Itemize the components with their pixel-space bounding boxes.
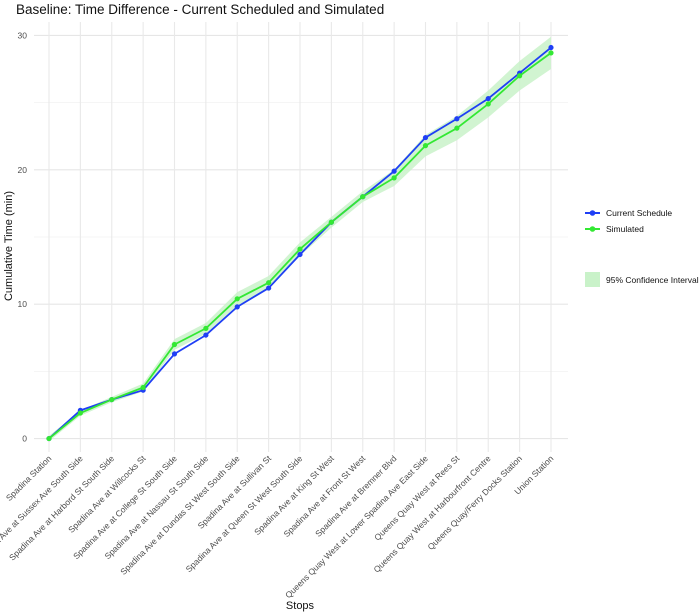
x-tick-label: Queens Quay West at Lower Spadina Ave Ea… bbox=[283, 453, 430, 600]
data-point-simulated bbox=[548, 50, 554, 56]
x-tick-label: Spadina Ave at Dundas St West South Side bbox=[118, 453, 242, 577]
legend: Current Schedule Simulated 95% Confidenc… bbox=[585, 208, 699, 287]
data-point-simulated bbox=[203, 325, 209, 331]
legend-confidence-swatch bbox=[585, 272, 600, 287]
y-tick-labels: 0 10 20 30 bbox=[18, 30, 28, 443]
data-point-simulated bbox=[360, 194, 366, 200]
grid bbox=[34, 22, 568, 452]
y-tick-label: 20 bbox=[18, 165, 28, 175]
chart-title: Baseline: Time Difference - Current Sche… bbox=[16, 2, 384, 17]
data-point-simulated bbox=[391, 175, 397, 181]
data-point-current-schedule bbox=[203, 332, 209, 338]
legend-simulated-marker bbox=[589, 226, 596, 232]
data-point-current-schedule bbox=[548, 44, 554, 51]
y-axis-title: Cumulative Time (min) bbox=[3, 191, 15, 301]
legend-confidence-label: 95% Confidence Interval bbox=[606, 275, 699, 285]
data-point-simulated bbox=[485, 101, 491, 107]
y-tick-label: 30 bbox=[18, 30, 28, 40]
data-point-current-schedule bbox=[234, 304, 240, 310]
data-point-simulated bbox=[140, 384, 146, 391]
x-tick-label: Queens Quay West at Harbourfront Centre bbox=[371, 453, 492, 574]
data-point-simulated bbox=[266, 280, 272, 286]
x-axis-title: Stops bbox=[286, 600, 315, 612]
data-point-simulated bbox=[328, 219, 334, 225]
y-tick-label: 0 bbox=[22, 434, 27, 444]
legend-current-schedule-label: Current Schedule bbox=[606, 208, 672, 218]
data-point-simulated bbox=[454, 125, 460, 131]
legend-current-schedule-marker bbox=[589, 210, 596, 216]
data-point-simulated bbox=[109, 396, 115, 403]
x-tick-label: Spadina Ave at Queen St West South Side bbox=[184, 453, 305, 574]
data-point-simulated bbox=[46, 435, 52, 442]
data-point-current-schedule bbox=[485, 95, 491, 102]
data-point-simulated bbox=[422, 143, 429, 149]
data-point-simulated bbox=[517, 73, 523, 79]
data-point-current-schedule bbox=[454, 116, 460, 122]
data-point-simulated bbox=[234, 296, 240, 302]
data-point-current-schedule bbox=[422, 134, 429, 141]
data-point-simulated bbox=[77, 410, 83, 416]
data-point-current-schedule bbox=[171, 351, 178, 357]
legend-simulated-label: Simulated bbox=[606, 224, 644, 234]
data-point-simulated bbox=[297, 246, 303, 252]
data-point-current-schedule bbox=[266, 285, 272, 291]
y-tick-label: 10 bbox=[18, 299, 28, 309]
data-point-simulated bbox=[171, 341, 178, 348]
data-point-current-schedule bbox=[297, 251, 303, 258]
series-group bbox=[46, 44, 554, 442]
data-point-current-schedule bbox=[391, 168, 397, 174]
